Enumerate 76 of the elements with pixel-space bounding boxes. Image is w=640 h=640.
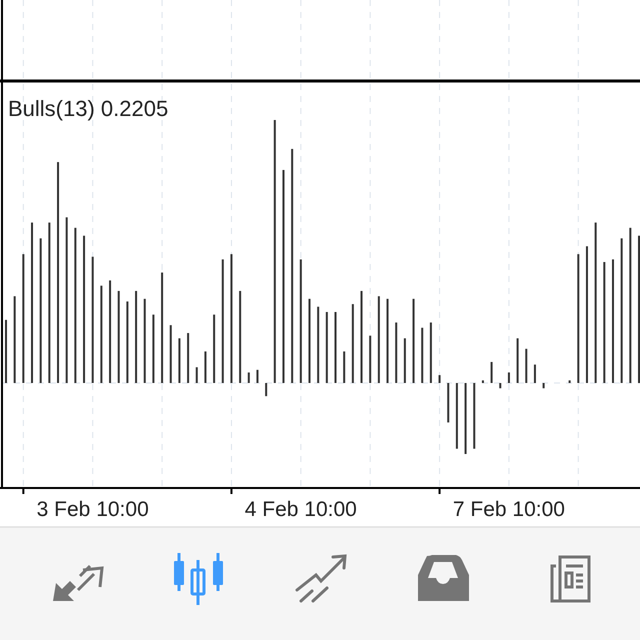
bar — [135, 290, 138, 383]
bar — [421, 328, 424, 383]
bar — [352, 304, 354, 383]
bar — [516, 338, 519, 383]
bar — [447, 383, 450, 422]
bar — [395, 322, 398, 383]
bar — [22, 254, 24, 383]
bar — [542, 383, 545, 388]
bar — [265, 383, 268, 396]
bar — [464, 383, 467, 454]
bar — [343, 351, 346, 383]
bar — [109, 280, 112, 383]
bar — [482, 380, 484, 383]
bar — [57, 162, 60, 383]
bar — [222, 259, 224, 383]
bar — [534, 364, 536, 383]
bar — [369, 336, 372, 383]
bar — [152, 314, 154, 383]
bar — [126, 301, 128, 383]
bar — [74, 228, 76, 383]
bar — [178, 338, 180, 383]
bar — [31, 222, 34, 383]
bar — [638, 236, 640, 383]
bar — [66, 217, 68, 383]
bar — [282, 170, 284, 383]
bar — [629, 228, 632, 383]
bar — [291, 148, 294, 383]
bar — [499, 383, 502, 388]
bar — [5, 320, 7, 383]
bar — [525, 348, 528, 383]
bar — [40, 238, 42, 383]
bar — [83, 236, 86, 383]
bar — [378, 296, 380, 383]
bar — [161, 272, 164, 383]
bar — [586, 246, 588, 383]
bar — [92, 256, 94, 383]
bar — [300, 259, 302, 383]
bar — [612, 259, 614, 383]
bar — [48, 222, 50, 383]
bar — [100, 286, 102, 383]
bar — [170, 325, 172, 383]
bar — [326, 312, 328, 383]
bar — [256, 370, 258, 383]
bar — [334, 312, 337, 383]
bar — [438, 375, 441, 383]
bar — [568, 380, 571, 383]
bar — [577, 254, 580, 383]
x-tick-label: 7 Feb 10:00 — [452, 498, 565, 521]
bar — [187, 333, 190, 383]
bar — [386, 298, 389, 383]
bar — [412, 298, 415, 383]
bar — [204, 351, 206, 383]
bar — [239, 290, 242, 383]
bar — [308, 298, 310, 383]
bar — [118, 290, 120, 383]
bar — [14, 296, 16, 383]
bar — [360, 290, 363, 383]
bar — [508, 372, 510, 383]
bar — [620, 238, 623, 383]
bar — [404, 338, 406, 383]
bar — [248, 372, 250, 383]
bar — [213, 314, 216, 383]
bar — [594, 222, 597, 383]
bar — [456, 383, 458, 449]
bar — [430, 322, 432, 383]
bar — [196, 367, 198, 383]
bar — [473, 383, 476, 449]
bar — [274, 120, 276, 383]
chart-title: Bulls(13) 0.2205 — [8, 96, 168, 121]
x-tick-label: 4 Feb 10:00 — [244, 498, 357, 521]
bar — [490, 362, 493, 383]
x-tick-label: 3 Feb 10:00 — [36, 498, 149, 521]
bar — [144, 298, 146, 383]
bar — [603, 262, 606, 383]
bar — [230, 254, 232, 383]
bar — [317, 306, 320, 383]
